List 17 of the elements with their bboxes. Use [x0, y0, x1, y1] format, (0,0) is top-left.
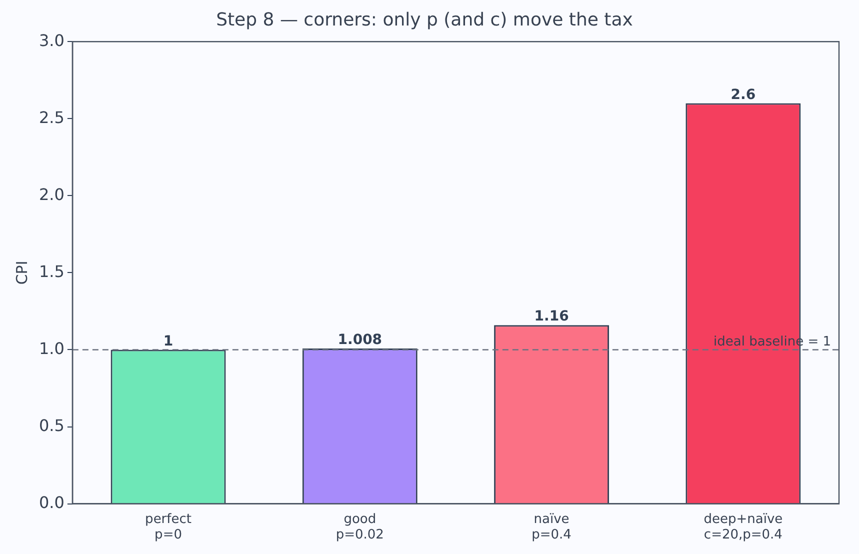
- y-tick-label: 0.0: [38, 492, 64, 512]
- y-tick-label: 1.5: [38, 262, 64, 281]
- y-tick-label: 2.5: [38, 108, 64, 127]
- data-label: 1: [163, 333, 174, 350]
- y-axis-title: CPI: [12, 260, 31, 285]
- x-tick-label: naïve p=0.4: [532, 512, 572, 543]
- data-label: 1.008: [338, 332, 382, 348]
- data-label: 1.16: [534, 308, 569, 325]
- x-tick-label: perfect p=0: [145, 512, 192, 543]
- y-tick-label: 0.5: [38, 416, 64, 435]
- y-tick-label: 2.0: [38, 184, 64, 204]
- chart-title: Step 8 — corners: only p (and c) move the tax: [216, 9, 634, 30]
- x-tick-label: deep+naïve c=20,p=0.4: [704, 512, 783, 543]
- x-tick-label: good p=0.02: [336, 512, 384, 543]
- data-label: 2.6: [730, 86, 756, 103]
- y-tick-label: 1.0: [38, 338, 64, 358]
- y-tick-label: 3.0: [38, 30, 64, 50]
